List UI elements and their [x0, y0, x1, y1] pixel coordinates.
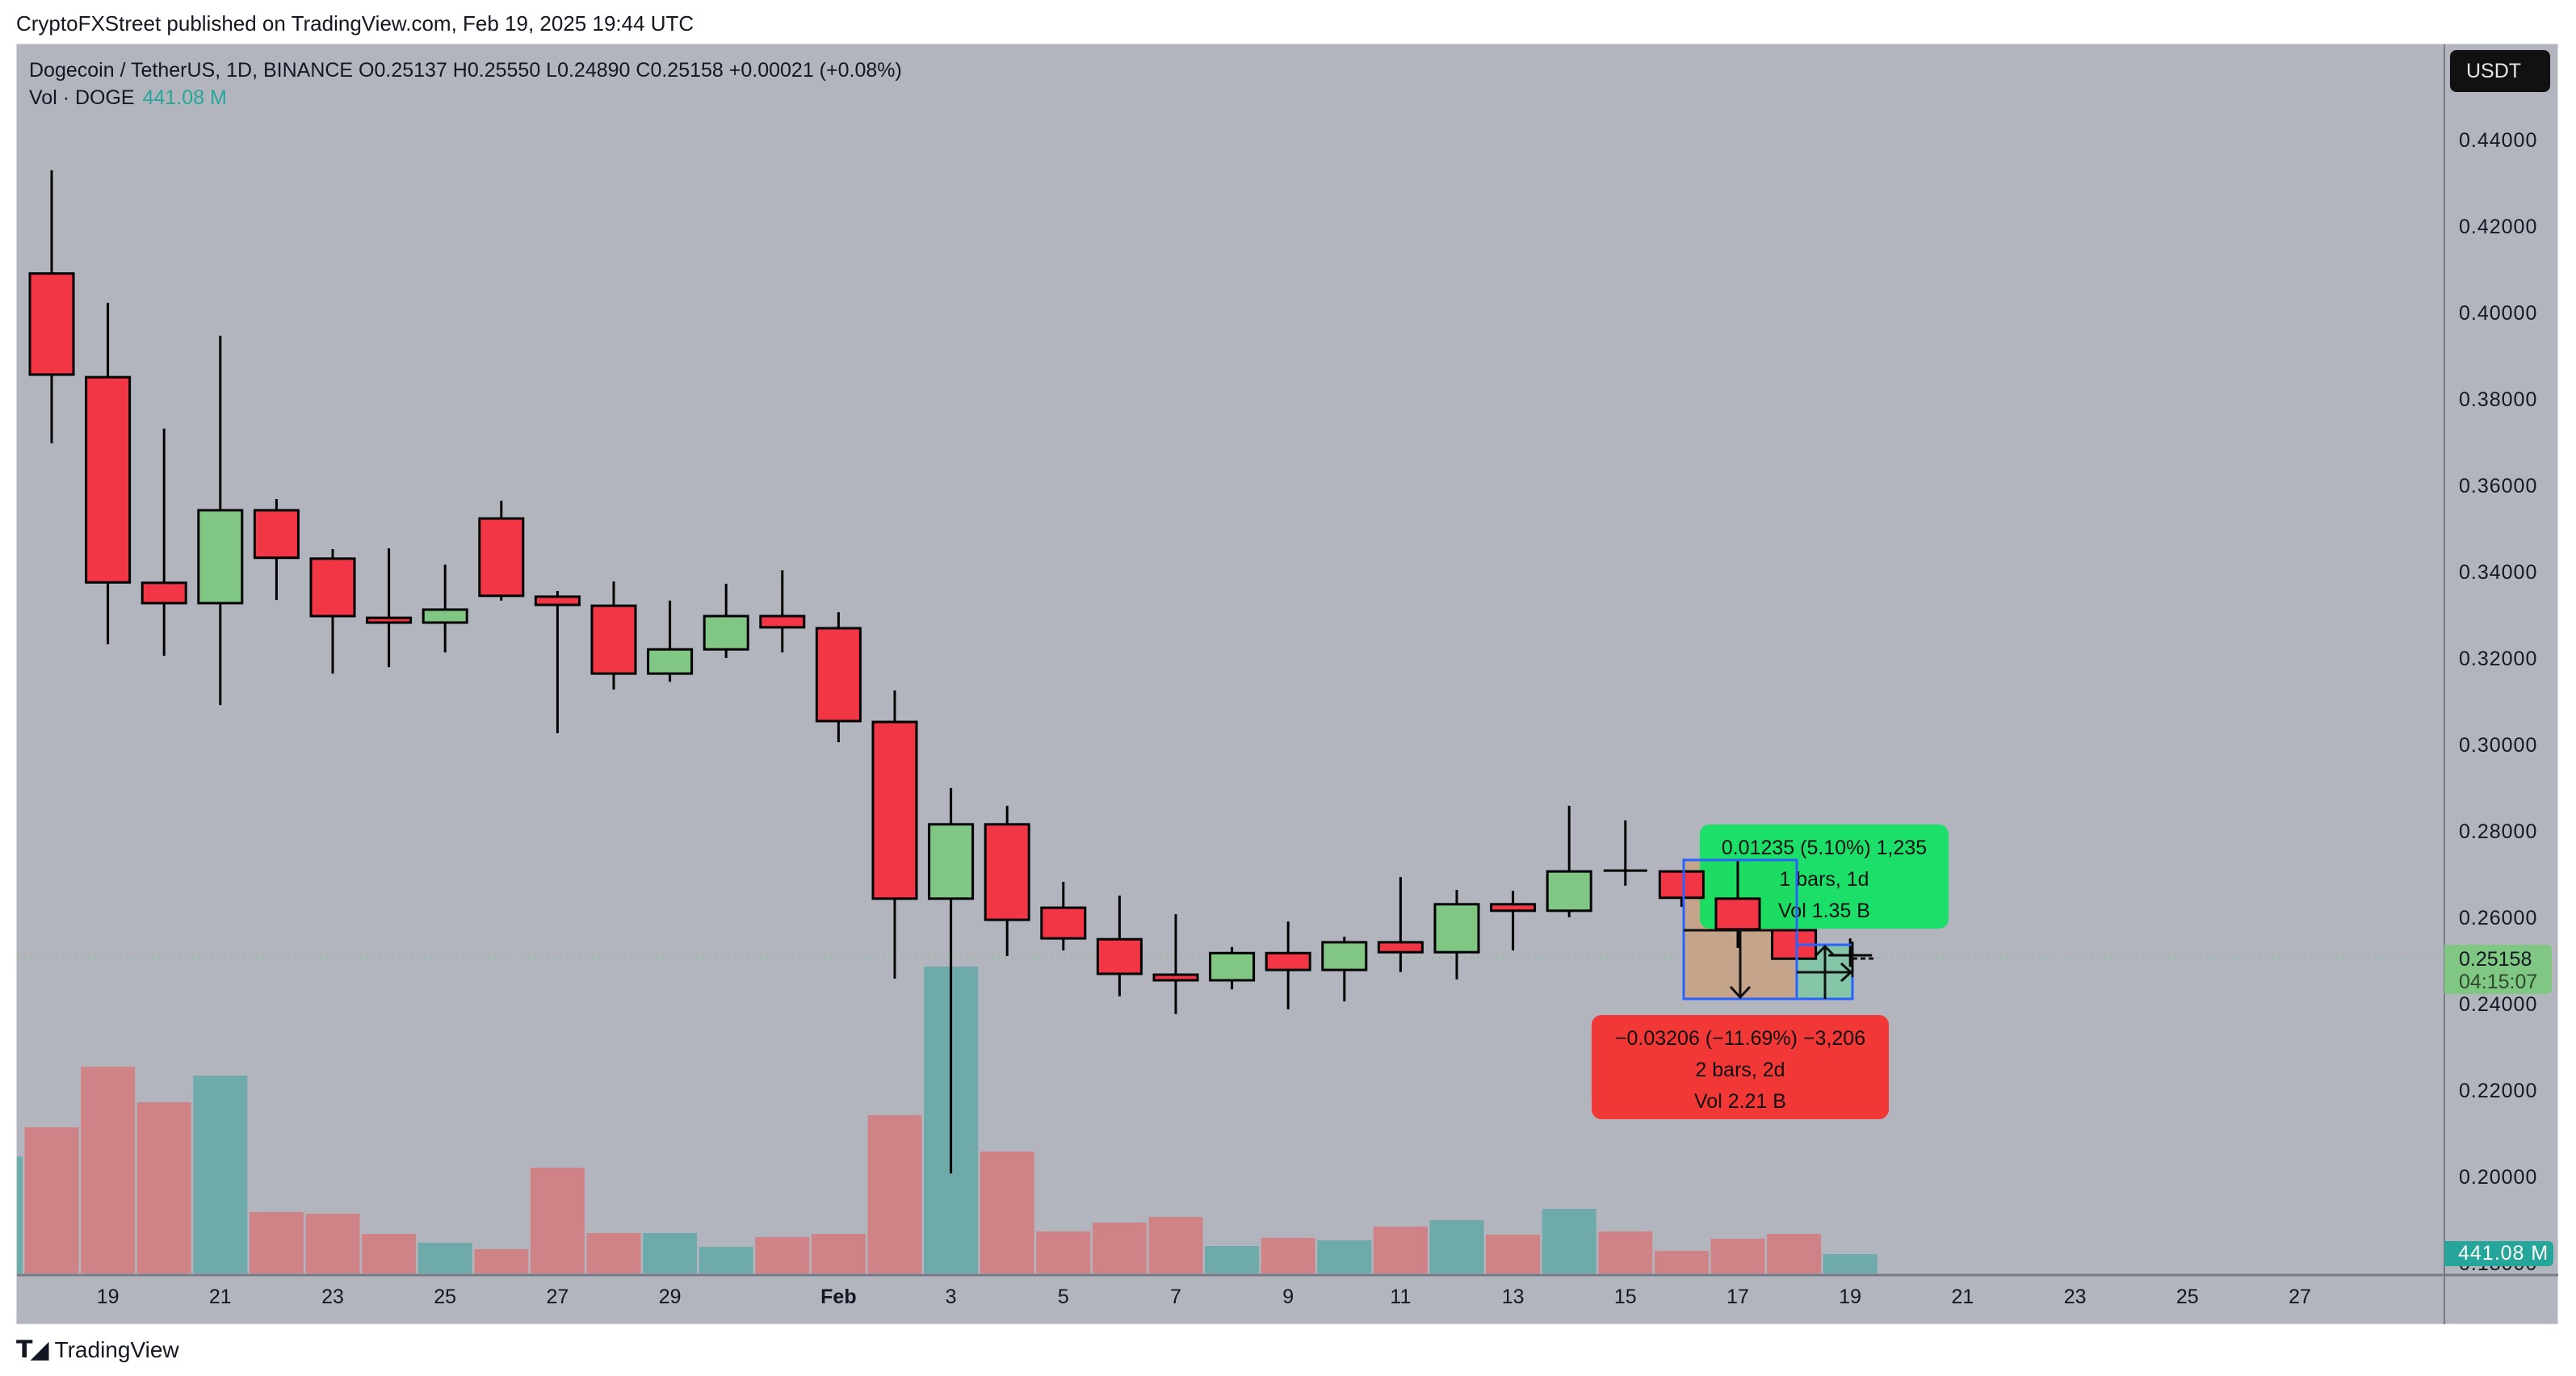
- measure-up-area: [1797, 945, 1852, 999]
- volume-bar: [1823, 1254, 1877, 1273]
- volume-bar: [1767, 1234, 1822, 1273]
- volume-bar: [643, 1233, 698, 1273]
- volume-bar: [17, 1156, 23, 1273]
- last-volume-tag: 441.08 M: [2444, 1241, 2553, 1266]
- measure-down-change: −0.03206 (−11.69%) −3,206: [1614, 1027, 1866, 1050]
- volume-bar: [755, 1237, 810, 1273]
- currency-selector-button[interactable]: USDT: [2450, 50, 2550, 92]
- date-tick-label: 19: [1839, 1286, 1862, 1308]
- volume-legend: Vol · DOGE 441.08 M: [29, 84, 902, 111]
- volume-bar: [136, 1102, 191, 1273]
- volume-bar: [1148, 1217, 1203, 1273]
- price-tick-label: 0.30000: [2459, 734, 2538, 757]
- price-tick-label: 0.22000: [2459, 1080, 2538, 1102]
- volume-bar: [1710, 1239, 1765, 1273]
- volume-bar: [305, 1214, 360, 1273]
- tradingview-brand: TradingView: [54, 1336, 179, 1362]
- volume-bar: [867, 1115, 922, 1273]
- volume-bar: [362, 1234, 417, 1273]
- date-tick-label: 9: [1282, 1286, 1294, 1308]
- measure-up-change: 0.01235 (5.10%) 1,235: [1721, 837, 1928, 859]
- symbol-ohlc-line: Dogecoin / TetherUS, 1D, BINANCE O0.2513…: [29, 59, 902, 82]
- volume-bar: [1261, 1238, 1315, 1273]
- volume-bar: [1373, 1227, 1428, 1273]
- date-tick-label: 27: [546, 1286, 569, 1308]
- volume-bar: [249, 1212, 304, 1273]
- volume-bar: [1542, 1209, 1596, 1273]
- price-tick-label: 0.26000: [2459, 907, 2538, 929]
- date-tick-label: 23: [321, 1286, 344, 1308]
- measure-down-bars: 2 bars, 2d: [1695, 1059, 1785, 1081]
- volume-bar: [924, 967, 979, 1273]
- volume-bar: [586, 1233, 641, 1273]
- date-tick-label: 21: [1951, 1286, 1974, 1308]
- chart-pane[interactable]: [16, 44, 2558, 1324]
- date-tick-label: 25: [2175, 1286, 2199, 1308]
- date-tick-label: 17: [1726, 1286, 1749, 1308]
- volume-bar: [474, 1249, 529, 1273]
- price-tick-label: 0.34000: [2459, 561, 2538, 584]
- volume-bar: [81, 1067, 136, 1273]
- volume-bar: [1036, 1231, 1091, 1273]
- chart-legend: Dogecoin / TetherUS, 1D, BINANCE O0.2513…: [29, 57, 902, 111]
- price-tick-label: 0.42000: [2459, 216, 2538, 238]
- volume-bar: [530, 1168, 585, 1273]
- measure-up-volume: Vol 1.35 B: [1778, 900, 1870, 922]
- volume-bar: [1654, 1251, 1709, 1273]
- date-tick-label: 11: [1390, 1286, 1412, 1308]
- price-tick-label: 0.38000: [2459, 388, 2538, 411]
- date-tick-label: 13: [1501, 1286, 1525, 1308]
- price-tick-label: 0.28000: [2459, 820, 2538, 843]
- volume-bar: [24, 1127, 79, 1273]
- price-tick-label: 0.20000: [2459, 1166, 2538, 1189]
- date-tick-label: Feb: [820, 1286, 857, 1308]
- measure-down-tooltip: −0.03206 (−11.69%) −3,206 2 bars, 2d Vol…: [1592, 1015, 1889, 1119]
- volume-bar: [699, 1247, 753, 1273]
- price-tick-label: 0.32000: [2459, 648, 2538, 670]
- tradingview-footer[interactable]: ꓔ◢ TradingView: [16, 1336, 179, 1364]
- date-tick-label: 15: [1613, 1286, 1637, 1308]
- date-tick-label: 25: [434, 1286, 457, 1308]
- volume-bar: [811, 1234, 866, 1273]
- volume-bar: [1092, 1223, 1147, 1273]
- date-tick-label: 23: [2063, 1286, 2087, 1308]
- price-tick-label: 0.44000: [2459, 129, 2538, 152]
- tradingview-logo-icon: ꓔ◢: [16, 1336, 49, 1363]
- volume-bar: [417, 1243, 472, 1273]
- volume-bar: [1486, 1235, 1541, 1273]
- last-price-tag: 0.25158 04:15:07: [2444, 945, 2552, 994]
- price-tick-label: 0.36000: [2459, 475, 2538, 497]
- price-tick-label: 0.40000: [2459, 302, 2538, 325]
- volume-bar: [193, 1076, 248, 1273]
- measure-up-bars: 1 bars, 1d: [1779, 868, 1869, 891]
- date-tick-label: 5: [1057, 1286, 1069, 1308]
- measure-down-volume: Vol 2.21 B: [1694, 1090, 1786, 1113]
- date-tick-label: 29: [658, 1286, 682, 1308]
- last-price: 0.25158: [2459, 948, 2532, 971]
- measure-up-tooltip: 0.01235 (5.10%) 1,235 1 bars, 1d Vol 1.3…: [1700, 824, 1949, 929]
- date-tick-label: 3: [945, 1286, 957, 1308]
- date-tick-label: 7: [1170, 1286, 1181, 1308]
- bar-countdown: 04:15:07: [2459, 971, 2538, 993]
- volume-bar: [1429, 1220, 1484, 1273]
- volume-bar: [1317, 1240, 1372, 1273]
- volume-bar: [1598, 1231, 1653, 1273]
- volume-value: 441.08 M: [142, 86, 227, 109]
- date-tick-label: 19: [96, 1286, 120, 1308]
- volume-label: Vol · DOGE: [29, 86, 135, 109]
- published-header: CryptoFXStreet published on TradingView.…: [16, 11, 694, 36]
- date-tick-label: 21: [208, 1286, 232, 1308]
- date-tick-label: 27: [2289, 1286, 2311, 1308]
- volume-bar: [1205, 1246, 1260, 1273]
- price-tick-label: 0.24000: [2459, 993, 2538, 1016]
- volume-bar: [980, 1152, 1034, 1273]
